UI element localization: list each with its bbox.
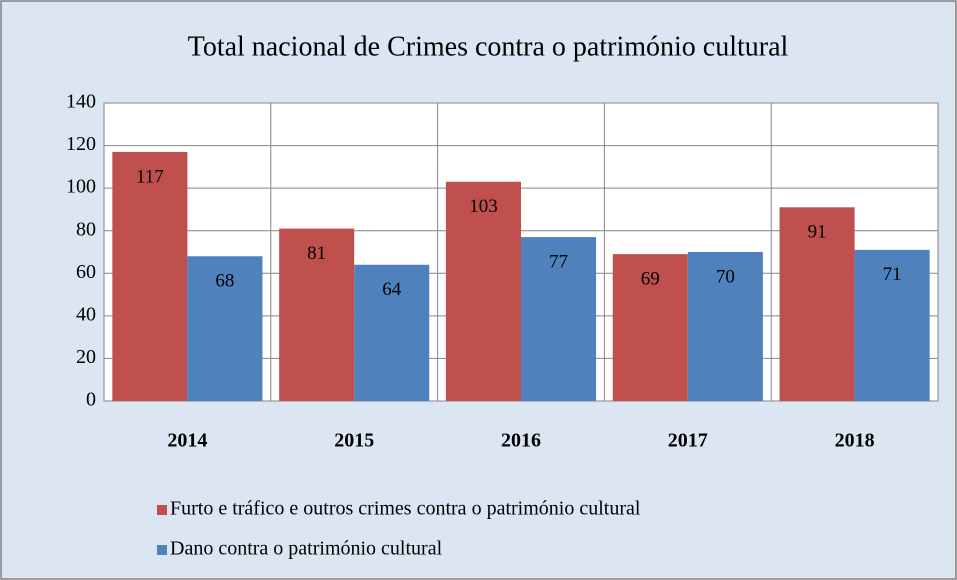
data-label: 68 — [215, 271, 234, 292]
bar — [521, 237, 597, 401]
y-tick-label: 40 — [76, 303, 96, 325]
data-label: 71 — [883, 264, 902, 285]
bar — [187, 256, 263, 401]
data-label: 77 — [549, 251, 568, 272]
data-label: 70 — [716, 266, 735, 287]
legend-label: Dano contra o património cultural — [170, 538, 443, 560]
data-label: 69 — [641, 268, 660, 289]
data-label: 81 — [307, 243, 326, 264]
y-tick-label: 120 — [66, 133, 96, 155]
x-tick-label: 2017 — [668, 430, 708, 452]
legend-label: Furto e tráfico e outros crimes contra o… — [170, 498, 641, 520]
legend-swatch — [157, 505, 167, 515]
bar — [612, 254, 688, 401]
x-tick-label: 2018 — [835, 430, 875, 452]
x-tick-label: 2015 — [334, 430, 374, 452]
bar — [279, 228, 355, 401]
y-tick-label: 0 — [86, 389, 96, 411]
x-tick-label: 2014 — [167, 430, 207, 452]
x-tick-label: 2016 — [501, 430, 541, 452]
y-tick-label: 20 — [76, 346, 96, 368]
chart-title: Total nacional de Crimes contra o patrim… — [188, 31, 789, 62]
y-tick-label: 80 — [76, 218, 96, 240]
legend-swatch — [157, 545, 167, 555]
bar — [779, 207, 855, 401]
y-tick-label: 140 — [66, 91, 96, 113]
bar — [445, 181, 521, 401]
data-label: 91 — [808, 222, 827, 243]
y-tick-label: 60 — [76, 261, 96, 283]
data-label: 117 — [136, 166, 164, 187]
data-label: 103 — [469, 196, 498, 217]
bar — [854, 249, 930, 401]
y-tick-label: 100 — [66, 176, 96, 198]
bar — [354, 264, 430, 401]
data-label: 64 — [382, 279, 402, 300]
bar — [687, 252, 763, 401]
bar — [112, 151, 188, 401]
